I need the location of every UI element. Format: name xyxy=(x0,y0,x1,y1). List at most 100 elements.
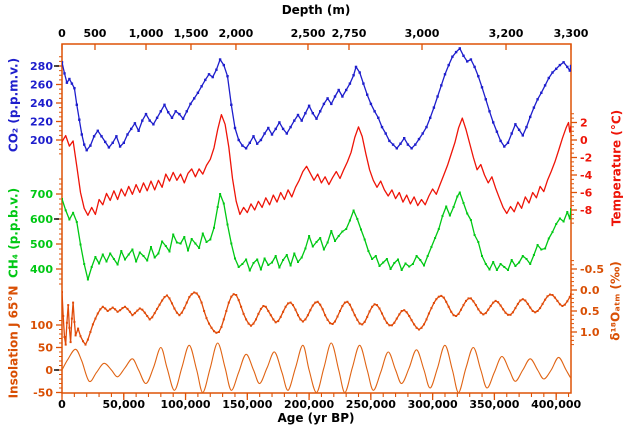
d18o-marker xyxy=(341,305,344,307)
co2-marker xyxy=(65,81,69,84)
co2-marker xyxy=(311,112,314,115)
co2-markers xyxy=(62,47,571,152)
co2-marker xyxy=(469,58,473,61)
co2-tick-label: 220 xyxy=(30,116,53,129)
ch4-marker xyxy=(397,258,399,261)
ch4-marker xyxy=(241,263,244,265)
d18o-marker xyxy=(70,317,73,320)
ch4-marker xyxy=(430,246,433,248)
d18o-marker xyxy=(306,314,309,317)
ch4-marker xyxy=(411,263,414,265)
d18o-marker xyxy=(343,301,346,304)
ch4-marker xyxy=(448,214,451,217)
d18o-marker xyxy=(301,320,304,323)
d18o-marker xyxy=(245,318,248,321)
ch4-marker xyxy=(452,206,455,208)
d18o-marker xyxy=(274,321,277,324)
d18o-marker xyxy=(74,334,77,337)
ch4-marker xyxy=(75,221,78,223)
d18o-marker xyxy=(546,295,549,298)
co2-marker xyxy=(85,149,88,152)
ch4-marker xyxy=(529,263,532,265)
ch4-marker xyxy=(68,218,71,221)
insolation-tick-label: 0 xyxy=(45,364,53,377)
d18o-marker xyxy=(534,311,537,314)
ch4-tick-label: 500 xyxy=(30,238,53,251)
d18o-marker xyxy=(539,307,542,310)
d18o-marker xyxy=(304,318,307,321)
d18o-marker xyxy=(65,321,68,324)
d18o-marker xyxy=(326,318,329,321)
co2-marker xyxy=(241,144,244,147)
d18o-marker xyxy=(413,323,416,326)
d18o-marker xyxy=(442,296,445,299)
d18o-marker xyxy=(193,291,196,294)
d18o-marker xyxy=(381,312,383,315)
co2-marker xyxy=(285,132,288,135)
ch4-marker xyxy=(267,264,270,266)
d18o-marker xyxy=(208,322,210,325)
age-tick-label: 50,000 xyxy=(103,398,146,411)
co2-marker xyxy=(163,103,166,106)
d18o-marker xyxy=(227,301,230,304)
d18o-marker xyxy=(465,299,467,302)
ch4-marker xyxy=(568,217,571,220)
d18o-marker xyxy=(334,320,336,323)
d18o-marker xyxy=(151,316,154,319)
co2-marker xyxy=(330,102,333,106)
co2-marker xyxy=(215,68,218,71)
co2-marker xyxy=(96,129,99,132)
ch4-marker xyxy=(172,233,175,236)
ch4-marker xyxy=(138,251,141,254)
co2-marker xyxy=(115,135,118,138)
age-tick-label: 0 xyxy=(58,398,66,411)
co2-marker xyxy=(122,141,125,144)
d18o-marker xyxy=(440,294,443,297)
co2-marker xyxy=(307,104,311,107)
d18o-marker xyxy=(106,310,109,312)
co2-marker xyxy=(495,130,499,133)
d18o-marker xyxy=(536,310,539,312)
d18o-marker xyxy=(77,327,80,330)
ch4-marker xyxy=(352,209,355,212)
age-tick-label: 400,000 xyxy=(531,398,581,411)
ch4-marker xyxy=(551,231,554,233)
ch4-markers xyxy=(62,191,571,281)
co2-marker xyxy=(226,75,229,78)
d18o-marker xyxy=(531,310,534,312)
co2-marker xyxy=(403,137,406,140)
ch4-marker xyxy=(544,247,547,250)
ch4-marker xyxy=(419,259,422,261)
ch4-marker xyxy=(503,266,506,268)
depth-axis-title: Depth (m) xyxy=(282,3,351,17)
ch4-marker xyxy=(334,240,336,242)
co2-marker xyxy=(414,143,417,146)
ch4-marker xyxy=(345,228,348,230)
d18o-marker xyxy=(499,304,502,307)
ch4-marker xyxy=(234,257,236,260)
ch4-marker xyxy=(201,232,204,235)
d18o-marker xyxy=(558,303,561,306)
co2-marker xyxy=(181,117,185,120)
d18o-marker xyxy=(361,323,364,326)
ch4-marker xyxy=(374,255,377,257)
ch4-marker xyxy=(385,258,388,260)
d18o-marker xyxy=(163,296,166,299)
d18o-marker xyxy=(351,308,354,311)
d18o-marker xyxy=(84,343,87,346)
co2-marker xyxy=(536,98,539,101)
ch4-marker xyxy=(101,253,104,256)
co2-marker xyxy=(406,143,410,146)
ch4-marker xyxy=(222,202,225,205)
d18o-marker xyxy=(353,314,356,317)
co2-marker xyxy=(200,85,203,88)
ch4-marker xyxy=(256,258,259,261)
d18o-marker xyxy=(484,312,487,315)
series-layer xyxy=(62,47,571,394)
ch4-marker xyxy=(98,262,101,265)
ch4-marker xyxy=(194,242,197,245)
co2-marker xyxy=(148,119,151,122)
ch4-marker xyxy=(142,255,145,257)
d18o-marker xyxy=(445,300,448,303)
co2-marker xyxy=(380,125,384,129)
